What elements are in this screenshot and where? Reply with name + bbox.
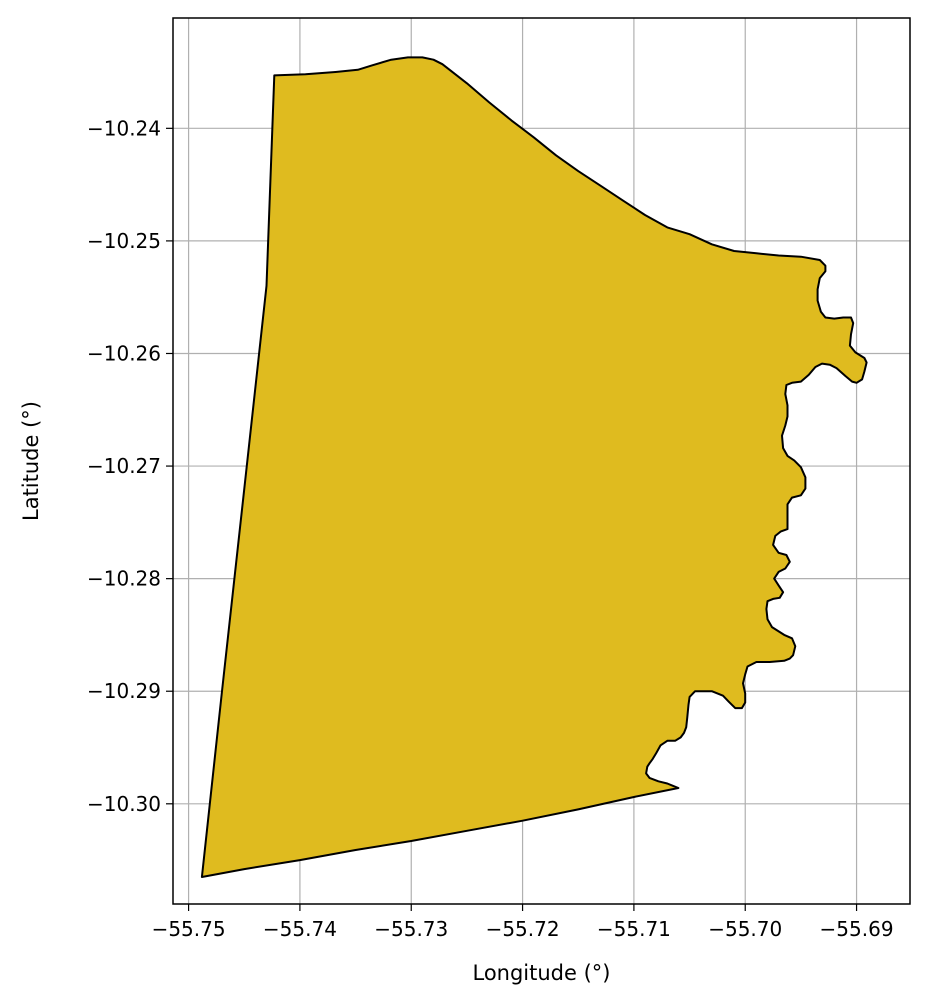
x-tick-label: −55.70 bbox=[708, 917, 782, 941]
plot-frame bbox=[172, 17, 911, 905]
x-axis-label: Longitude (°) bbox=[472, 961, 610, 985]
x-tick-label: −55.73 bbox=[374, 917, 448, 941]
y-tick-label: −10.25 bbox=[87, 229, 161, 253]
y-tick-label: −10.30 bbox=[87, 792, 161, 816]
x-tick-label: −55.71 bbox=[597, 917, 671, 941]
y-tick-label: −10.24 bbox=[87, 116, 161, 140]
y-tick-label: −10.29 bbox=[87, 679, 161, 703]
y-axis-ticks: −10.24 −10.25 −10.26 −10.27 −10.28 −10.29 −10.… bbox=[87, 116, 173, 816]
y-tick-label: −10.26 bbox=[87, 341, 161, 365]
x-tick-label: −55.75 bbox=[152, 917, 226, 941]
x-tick-label: −55.74 bbox=[263, 917, 337, 941]
x-tick-label: −55.72 bbox=[486, 917, 560, 941]
y-tick-label: −10.27 bbox=[87, 454, 161, 478]
x-tick-label: −55.69 bbox=[820, 917, 894, 941]
y-tick-label: −10.28 bbox=[87, 567, 161, 591]
x-axis-ticks: −55.75 −55.74 −55.73 −55.72 −55.71 −55.70 −55.… bbox=[152, 904, 894, 941]
y-axis-label: Latitude (°) bbox=[19, 401, 43, 521]
region-polygon bbox=[200, 56, 868, 878]
